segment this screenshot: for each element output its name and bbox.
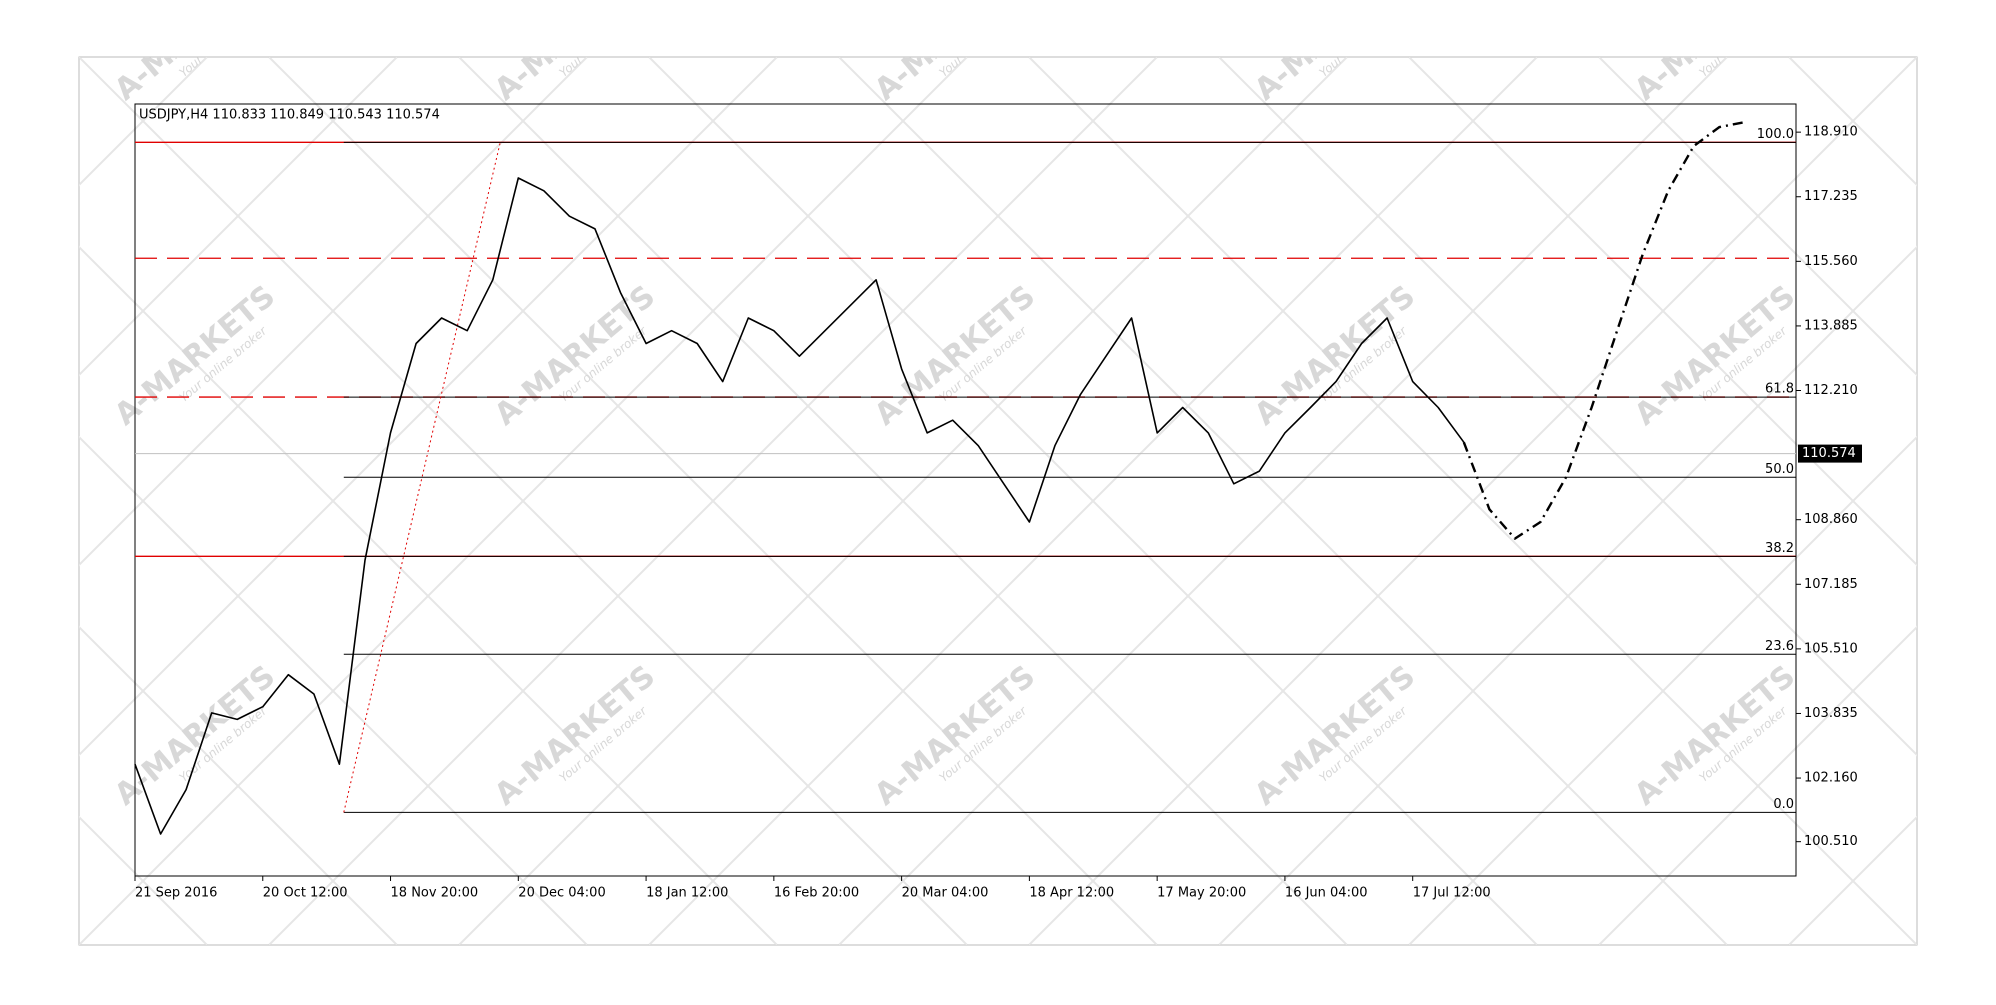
watermark-line xyxy=(1598,625,1917,945)
x-tick-label: 16 Jun 04:00 xyxy=(1285,886,1368,901)
fib-label: 23.6 xyxy=(1765,639,1794,654)
watermark-line xyxy=(79,57,588,567)
watermark-line xyxy=(1979,57,1996,945)
plot-area xyxy=(134,103,1797,877)
x-tick-label: 17 May 20:00 xyxy=(1157,886,1246,901)
x-tick-label: 18 Apr 12:00 xyxy=(1029,886,1114,901)
x-tick-label: 17 Jul 12:00 xyxy=(1413,886,1491,901)
y-tick-label: 115.560 xyxy=(1804,254,1858,269)
x-tick-label: 18 Jan 12:00 xyxy=(646,886,728,901)
x-tick-label: 18 Nov 20:00 xyxy=(391,886,479,901)
fib-label: 50.0 xyxy=(1765,462,1794,477)
x-tick-label: 16 Feb 20:00 xyxy=(774,886,859,901)
watermark-line xyxy=(79,57,398,377)
y-tick-label: 113.885 xyxy=(1804,318,1858,333)
x-tick-label: 20 Mar 04:00 xyxy=(902,886,989,901)
watermark-line xyxy=(0,57,17,945)
y-tick-label: 105.510 xyxy=(1804,641,1858,656)
y-tick-label: 117.235 xyxy=(1804,189,1858,204)
x-tick-label: 20 Dec 04:00 xyxy=(518,886,605,901)
watermark-line xyxy=(1598,57,1917,377)
watermark-line xyxy=(1408,435,1917,945)
fib-label: 38.2 xyxy=(1765,541,1794,556)
x-tick-label: 20 Oct 12:00 xyxy=(263,886,348,901)
watermark-line xyxy=(1028,57,1917,945)
watermark-line xyxy=(268,57,1158,945)
y-tick-label: 102.160 xyxy=(1804,771,1858,786)
y-tick-label: 118.910 xyxy=(1804,125,1858,140)
last-price-label: 110.574 xyxy=(1802,446,1856,461)
frame xyxy=(78,56,1918,946)
projection-line xyxy=(1462,120,1746,540)
watermark-line xyxy=(1218,245,1917,945)
watermark-line xyxy=(79,625,398,945)
chart-title: USDJPY,H4 110.833 110.849 110.543 110.57… xyxy=(139,108,440,123)
watermark-line xyxy=(79,57,778,757)
watermark-line xyxy=(838,57,1728,945)
y-tick-label: 100.510 xyxy=(1804,834,1858,849)
y-tick-label: 107.185 xyxy=(1804,577,1858,592)
y-tick-label: 103.835 xyxy=(1804,706,1858,721)
watermark-line xyxy=(458,57,1348,945)
watermark-line xyxy=(79,57,968,945)
watermark-line xyxy=(648,57,1538,945)
fib-label: 61.8 xyxy=(1765,382,1794,397)
fib-label: 100.0 xyxy=(1757,127,1794,142)
watermark-line xyxy=(0,57,17,945)
x-tick-label: 21 Sep 2016 xyxy=(135,886,217,901)
last-price-box xyxy=(1798,444,1862,463)
watermark-line xyxy=(1979,57,1996,945)
fib-label: 0.0 xyxy=(1773,797,1794,812)
price-line xyxy=(134,177,1465,835)
y-tick-label: 112.210 xyxy=(1804,383,1858,398)
y-tick-label: 108.860 xyxy=(1804,512,1858,527)
